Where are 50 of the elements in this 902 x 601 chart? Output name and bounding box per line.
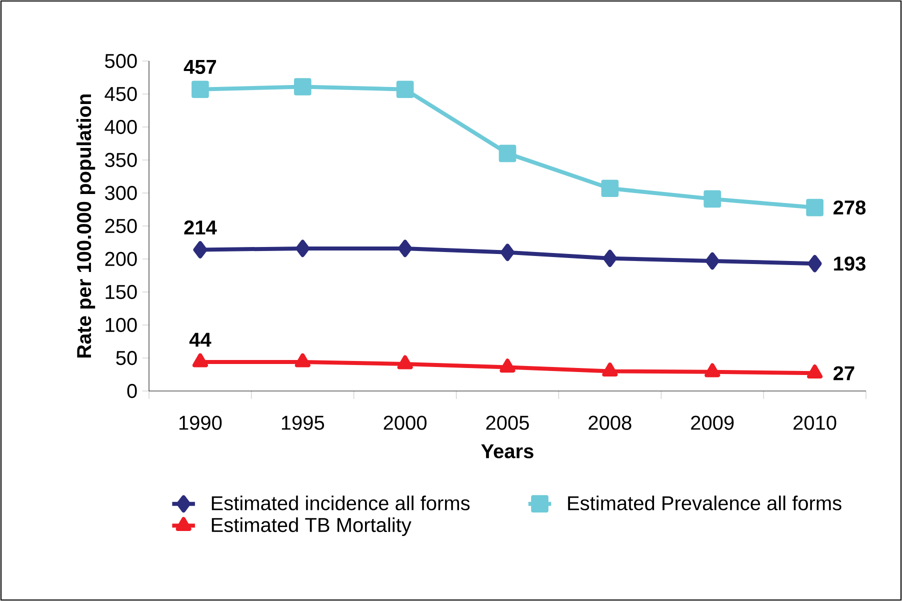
y-tick-label: 0 xyxy=(127,384,137,398)
data-label: 214 xyxy=(184,220,217,234)
point xyxy=(602,250,617,268)
x-tick-label: 1995 xyxy=(282,416,324,430)
point xyxy=(704,363,720,378)
point xyxy=(294,353,310,368)
x-axis-title: Years xyxy=(481,444,534,458)
legend-label: Estimated Prevalence all forms xyxy=(568,496,842,510)
y-tick-label: 150 xyxy=(106,284,137,300)
legend-label: Estimated TB Mortality xyxy=(212,517,412,536)
data-label: 457 xyxy=(184,60,216,74)
x-tick-label: 2010 xyxy=(794,416,836,430)
y-tick-label: 500 xyxy=(105,54,137,68)
y-tick-label: 250 xyxy=(105,218,137,234)
point xyxy=(498,144,516,162)
point xyxy=(704,190,722,208)
y-tick-label: 300 xyxy=(105,186,137,200)
point xyxy=(294,78,312,96)
y-tick-label: 200 xyxy=(105,252,137,266)
data-label: 44 xyxy=(189,332,212,347)
point xyxy=(806,198,824,216)
data-label: 278 xyxy=(834,200,866,215)
x-tick-label: 2000 xyxy=(384,416,427,430)
data-label: 27 xyxy=(834,366,854,380)
y-tick-label: 350 xyxy=(105,152,137,168)
y-tick-label: 400 xyxy=(104,120,137,134)
y-tick-label: 100 xyxy=(106,318,137,332)
x-tick-label: 2005 xyxy=(486,416,529,430)
data-label: 193 xyxy=(834,256,866,271)
point xyxy=(808,254,822,272)
point xyxy=(500,244,514,262)
point xyxy=(397,355,413,370)
point xyxy=(192,80,209,98)
y-axis-title: Rate per 100.000 population xyxy=(76,94,96,358)
legend-label: Estimated incidence all forms xyxy=(212,496,470,510)
point xyxy=(601,180,619,198)
point xyxy=(705,252,720,270)
point xyxy=(192,353,208,368)
y-tick-label: 450 xyxy=(104,86,137,102)
point xyxy=(807,364,823,379)
point xyxy=(396,80,414,98)
point xyxy=(602,362,618,377)
x-tick-label: 2008 xyxy=(588,416,632,430)
point xyxy=(193,241,208,258)
point xyxy=(296,240,310,258)
point xyxy=(500,358,516,373)
x-tick-label: 1990 xyxy=(180,416,222,430)
x-tick-label: 2009 xyxy=(691,416,734,430)
point xyxy=(398,240,412,258)
y-tick-label: 50 xyxy=(116,350,137,366)
